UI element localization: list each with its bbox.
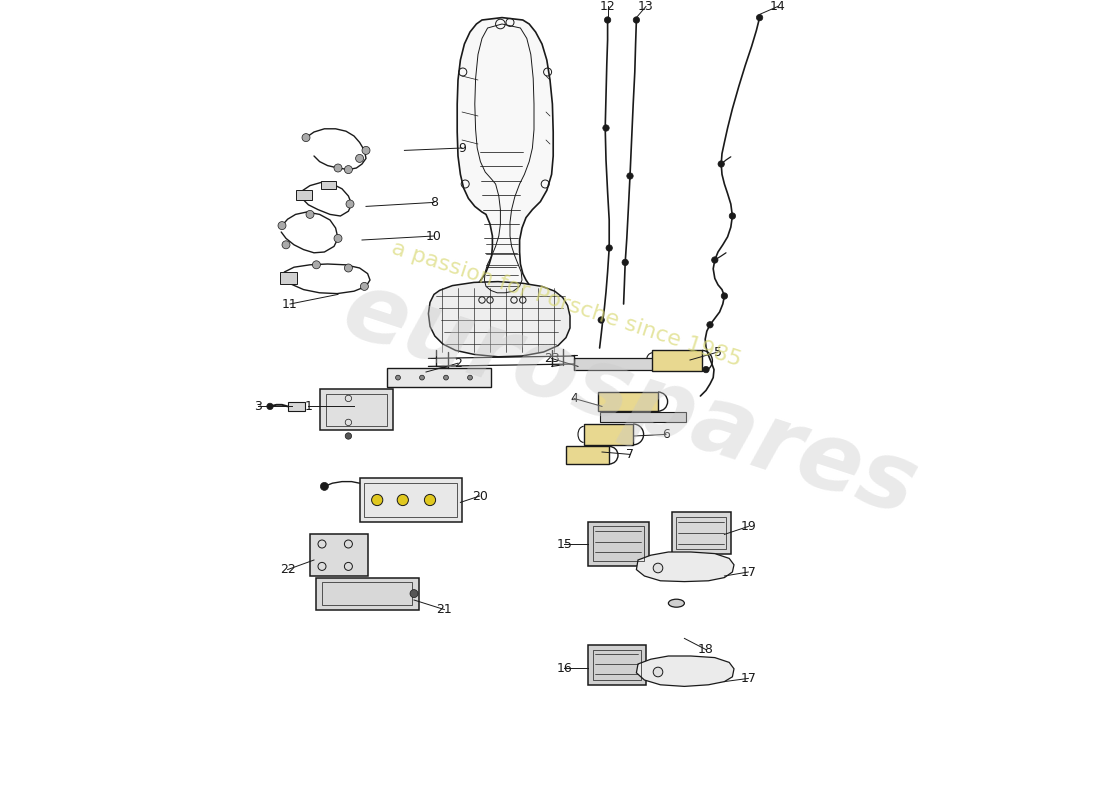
Circle shape <box>355 154 364 162</box>
Circle shape <box>282 241 290 249</box>
Text: 17: 17 <box>740 566 757 578</box>
Circle shape <box>653 667 663 677</box>
Bar <box>322 582 411 605</box>
Polygon shape <box>458 18 553 305</box>
Polygon shape <box>428 282 570 357</box>
Circle shape <box>372 494 383 506</box>
Text: 4: 4 <box>570 392 578 405</box>
Bar <box>593 650 641 680</box>
Text: 21: 21 <box>437 603 452 616</box>
Circle shape <box>729 213 736 219</box>
Circle shape <box>603 125 609 131</box>
Circle shape <box>707 322 713 328</box>
Bar <box>317 578 419 610</box>
Bar <box>387 368 491 387</box>
Text: 19: 19 <box>740 520 757 533</box>
Bar <box>588 645 646 685</box>
Text: 5: 5 <box>714 346 722 358</box>
Bar <box>652 350 702 371</box>
Circle shape <box>703 366 710 373</box>
Circle shape <box>278 222 286 230</box>
Text: 1: 1 <box>305 400 312 413</box>
Circle shape <box>344 264 352 272</box>
Text: 23: 23 <box>543 352 560 365</box>
Text: 9: 9 <box>458 142 466 154</box>
Ellipse shape <box>669 599 684 607</box>
Bar <box>320 389 393 430</box>
Circle shape <box>718 161 725 167</box>
Text: 22: 22 <box>279 563 296 576</box>
Bar <box>326 394 387 426</box>
Text: 2: 2 <box>454 357 462 370</box>
Text: 12: 12 <box>600 0 616 13</box>
Text: 15: 15 <box>557 538 572 550</box>
Circle shape <box>606 245 613 251</box>
Circle shape <box>312 261 320 269</box>
Circle shape <box>722 293 727 299</box>
Circle shape <box>397 494 408 506</box>
Bar <box>584 424 634 445</box>
Circle shape <box>320 482 329 490</box>
Circle shape <box>346 200 354 208</box>
Text: 11: 11 <box>282 298 298 310</box>
Text: 3: 3 <box>254 400 262 413</box>
Text: 20: 20 <box>472 490 487 502</box>
Bar <box>310 534 367 576</box>
Circle shape <box>712 257 718 263</box>
Text: 14: 14 <box>770 0 785 13</box>
Circle shape <box>334 234 342 242</box>
Circle shape <box>410 590 418 598</box>
Circle shape <box>425 494 436 506</box>
Circle shape <box>361 282 368 290</box>
Bar <box>593 526 645 561</box>
Bar <box>360 478 462 522</box>
Text: 13: 13 <box>638 0 653 13</box>
Polygon shape <box>637 552 734 582</box>
Circle shape <box>267 403 273 410</box>
Text: a passion for Porsche since 1985: a passion for Porsche since 1985 <box>388 238 744 370</box>
Circle shape <box>344 166 352 174</box>
Bar <box>566 446 609 464</box>
Bar <box>321 181 336 189</box>
Text: 16: 16 <box>557 662 572 674</box>
Circle shape <box>334 164 342 172</box>
Bar <box>588 522 649 566</box>
Text: 6: 6 <box>662 428 670 441</box>
Bar <box>364 483 458 517</box>
Circle shape <box>396 375 400 380</box>
Bar <box>676 517 726 549</box>
Polygon shape <box>637 656 734 686</box>
Circle shape <box>604 17 611 23</box>
Text: eurospares: eurospares <box>332 264 928 536</box>
Circle shape <box>468 375 472 380</box>
Circle shape <box>302 134 310 142</box>
Text: 10: 10 <box>426 230 442 242</box>
Circle shape <box>621 259 628 266</box>
Text: 18: 18 <box>698 643 714 656</box>
Circle shape <box>362 146 370 154</box>
Bar <box>287 402 305 411</box>
Text: 17: 17 <box>740 672 757 685</box>
Bar <box>574 358 684 370</box>
Bar <box>279 272 297 284</box>
Circle shape <box>419 375 425 380</box>
Circle shape <box>598 317 604 323</box>
Bar <box>296 190 311 200</box>
Circle shape <box>627 173 634 179</box>
Circle shape <box>757 14 762 21</box>
Circle shape <box>306 210 313 218</box>
Bar <box>600 412 686 422</box>
Bar <box>672 512 730 554</box>
Circle shape <box>443 375 449 380</box>
Circle shape <box>634 17 639 23</box>
Circle shape <box>653 563 663 573</box>
Bar <box>598 392 658 411</box>
Text: 8: 8 <box>430 196 438 209</box>
Text: 7: 7 <box>626 448 634 461</box>
Circle shape <box>345 433 352 439</box>
